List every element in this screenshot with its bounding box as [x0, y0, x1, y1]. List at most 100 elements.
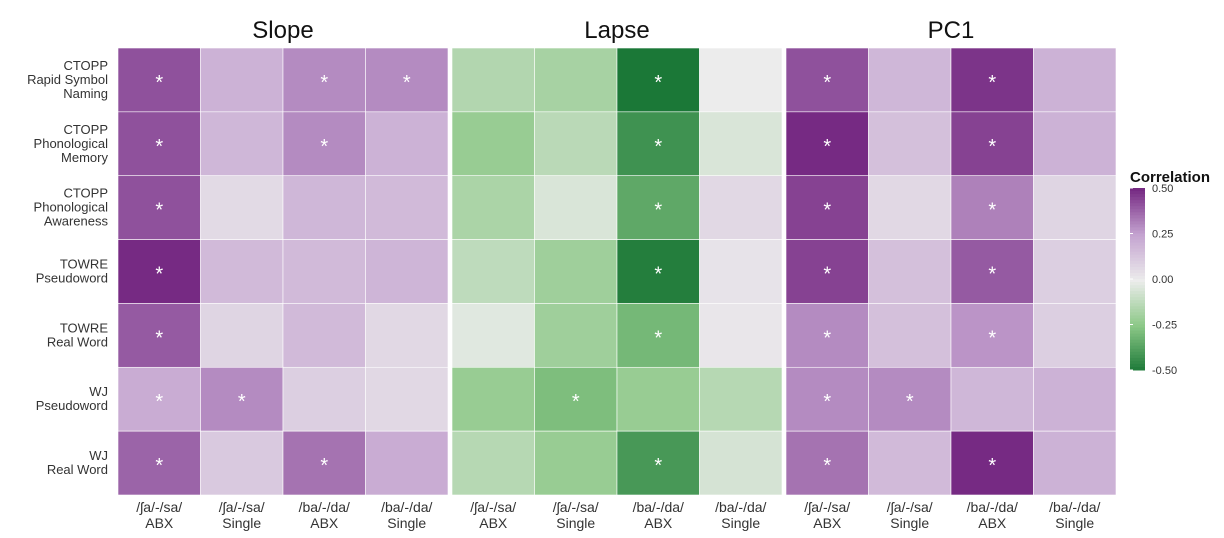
y-tick-label: CTOPP Phonological Memory [34, 122, 109, 165]
heatmap-cell [534, 175, 618, 240]
significance-star: * [155, 391, 163, 413]
colorbar-segment [1130, 242, 1145, 247]
colorbar-tick-label: 0.25 [1152, 229, 1173, 241]
heatmap-cell [365, 47, 449, 113]
colorbar-segment [1130, 212, 1145, 216]
y-tick-label: CTOPP Phonological Awareness [34, 186, 109, 229]
colorbar-segment [1130, 324, 1145, 329]
colorbar-segment [1130, 360, 1145, 365]
colorbar-segment [1130, 218, 1145, 222]
heatmap-cell [868, 303, 952, 368]
heatmap-cell [451, 366, 535, 432]
colorbar-segment [1130, 315, 1145, 319]
heatmap-cell [616, 111, 700, 177]
colorbar-segment [1130, 200, 1145, 204]
colorbar-segment [1130, 248, 1145, 253]
significance-star: * [823, 200, 831, 222]
significance-star: * [988, 136, 996, 158]
heatmap-cell [699, 111, 783, 177]
heatmap-cell [1033, 303, 1117, 368]
colorbar-segment [1130, 194, 1145, 198]
heatmap-cell [950, 303, 1034, 368]
colorbar-tick-label: 0.00 [1152, 274, 1173, 286]
heatmap-cell [950, 47, 1034, 113]
heatmap-cell [200, 366, 284, 432]
panel-title: PC1 [928, 17, 975, 44]
heatmap-cell [282, 47, 366, 113]
x-tick-label: /ba/-/da/Single [1049, 499, 1100, 531]
significance-star: * [155, 136, 163, 158]
colorbar-segment [1130, 363, 1145, 368]
x-tick-label: /ʃa/-/sa/ABX [136, 499, 182, 531]
x-tick-label: /ba/-/da/ABX [967, 499, 1018, 531]
heatmap-cell [699, 430, 783, 496]
colorbar-segment [1130, 227, 1145, 231]
heatmap-cell [117, 47, 201, 113]
heatmap-cell [950, 239, 1034, 304]
significance-star: * [823, 455, 831, 477]
y-tick-label: WJ Real Word [47, 448, 108, 477]
x-tick-label: /ba/-/da/ABX [633, 499, 684, 531]
heatmap-cell [282, 175, 366, 240]
panel-title: Slope [252, 17, 313, 44]
heatmap-cell [282, 303, 366, 368]
colorbar-segment [1130, 327, 1145, 332]
heatmap-cell [365, 175, 449, 240]
colorbar-segment [1130, 254, 1145, 259]
colorbar-segment [1130, 260, 1145, 265]
heatmap-cell [785, 303, 869, 368]
colorbar-segment [1130, 191, 1145, 195]
significance-star: * [155, 264, 163, 286]
colorbar-segment [1130, 197, 1145, 201]
y-tick-label: TOWRE Real Word [47, 320, 109, 349]
significance-star: * [654, 72, 662, 94]
significance-star: * [654, 200, 662, 222]
significance-star: * [654, 264, 662, 286]
significance-star: * [654, 136, 662, 158]
colorbar-title: Correlation [1130, 169, 1210, 186]
significance-star: * [654, 327, 662, 349]
significance-star: * [155, 72, 163, 94]
y-tick-label: WJ Pseudoword [36, 384, 108, 413]
colorbar-segment [1130, 188, 1145, 192]
heatmap-cell [200, 111, 284, 177]
colorbar-segment [1130, 330, 1145, 335]
colorbar-segment [1130, 239, 1145, 244]
heatmap-cell [1033, 111, 1117, 177]
x-tick-label: /ʃa/-/sa/ABX [470, 499, 516, 531]
heatmap-cell [534, 47, 618, 113]
colorbar-segment [1130, 321, 1145, 325]
colorbar-tick-label: -0.50 [1152, 365, 1177, 377]
colorbar-segment [1130, 206, 1145, 210]
heatmap-cell [534, 430, 618, 496]
significance-star: * [988, 455, 996, 477]
colorbar-segment [1130, 318, 1145, 322]
heatmap-cell [868, 366, 952, 432]
colorbar-segment [1130, 288, 1145, 292]
colorbar-segment [1130, 294, 1145, 298]
heatmap-cell [785, 47, 869, 113]
heatmap-cell [616, 239, 700, 304]
colorbar-segment [1130, 233, 1145, 238]
heatmap-cell [868, 430, 952, 496]
colorbar-segment [1130, 203, 1145, 207]
heatmap-cell [616, 430, 700, 496]
heatmap-cell [200, 175, 284, 240]
colorbar-segment [1130, 348, 1145, 353]
heatmap-cell [282, 366, 366, 432]
heatmap-cell [365, 366, 449, 432]
significance-star: * [906, 391, 914, 413]
heatmap-cell [1033, 430, 1117, 496]
significance-star: * [320, 136, 328, 158]
heatmap-cell [699, 303, 783, 368]
heatmap-cell [451, 430, 535, 496]
colorbar-segment [1130, 230, 1145, 234]
heatmap-cell [365, 430, 449, 496]
heatmap-cell [534, 111, 618, 177]
heatmap-cell [365, 303, 449, 368]
colorbar-segment [1130, 336, 1145, 341]
colorbar-segment [1130, 357, 1145, 362]
significance-star: * [155, 455, 163, 477]
colorbar-segment [1130, 312, 1145, 316]
x-tick-label: /ba/-/da/ABX [299, 499, 350, 531]
